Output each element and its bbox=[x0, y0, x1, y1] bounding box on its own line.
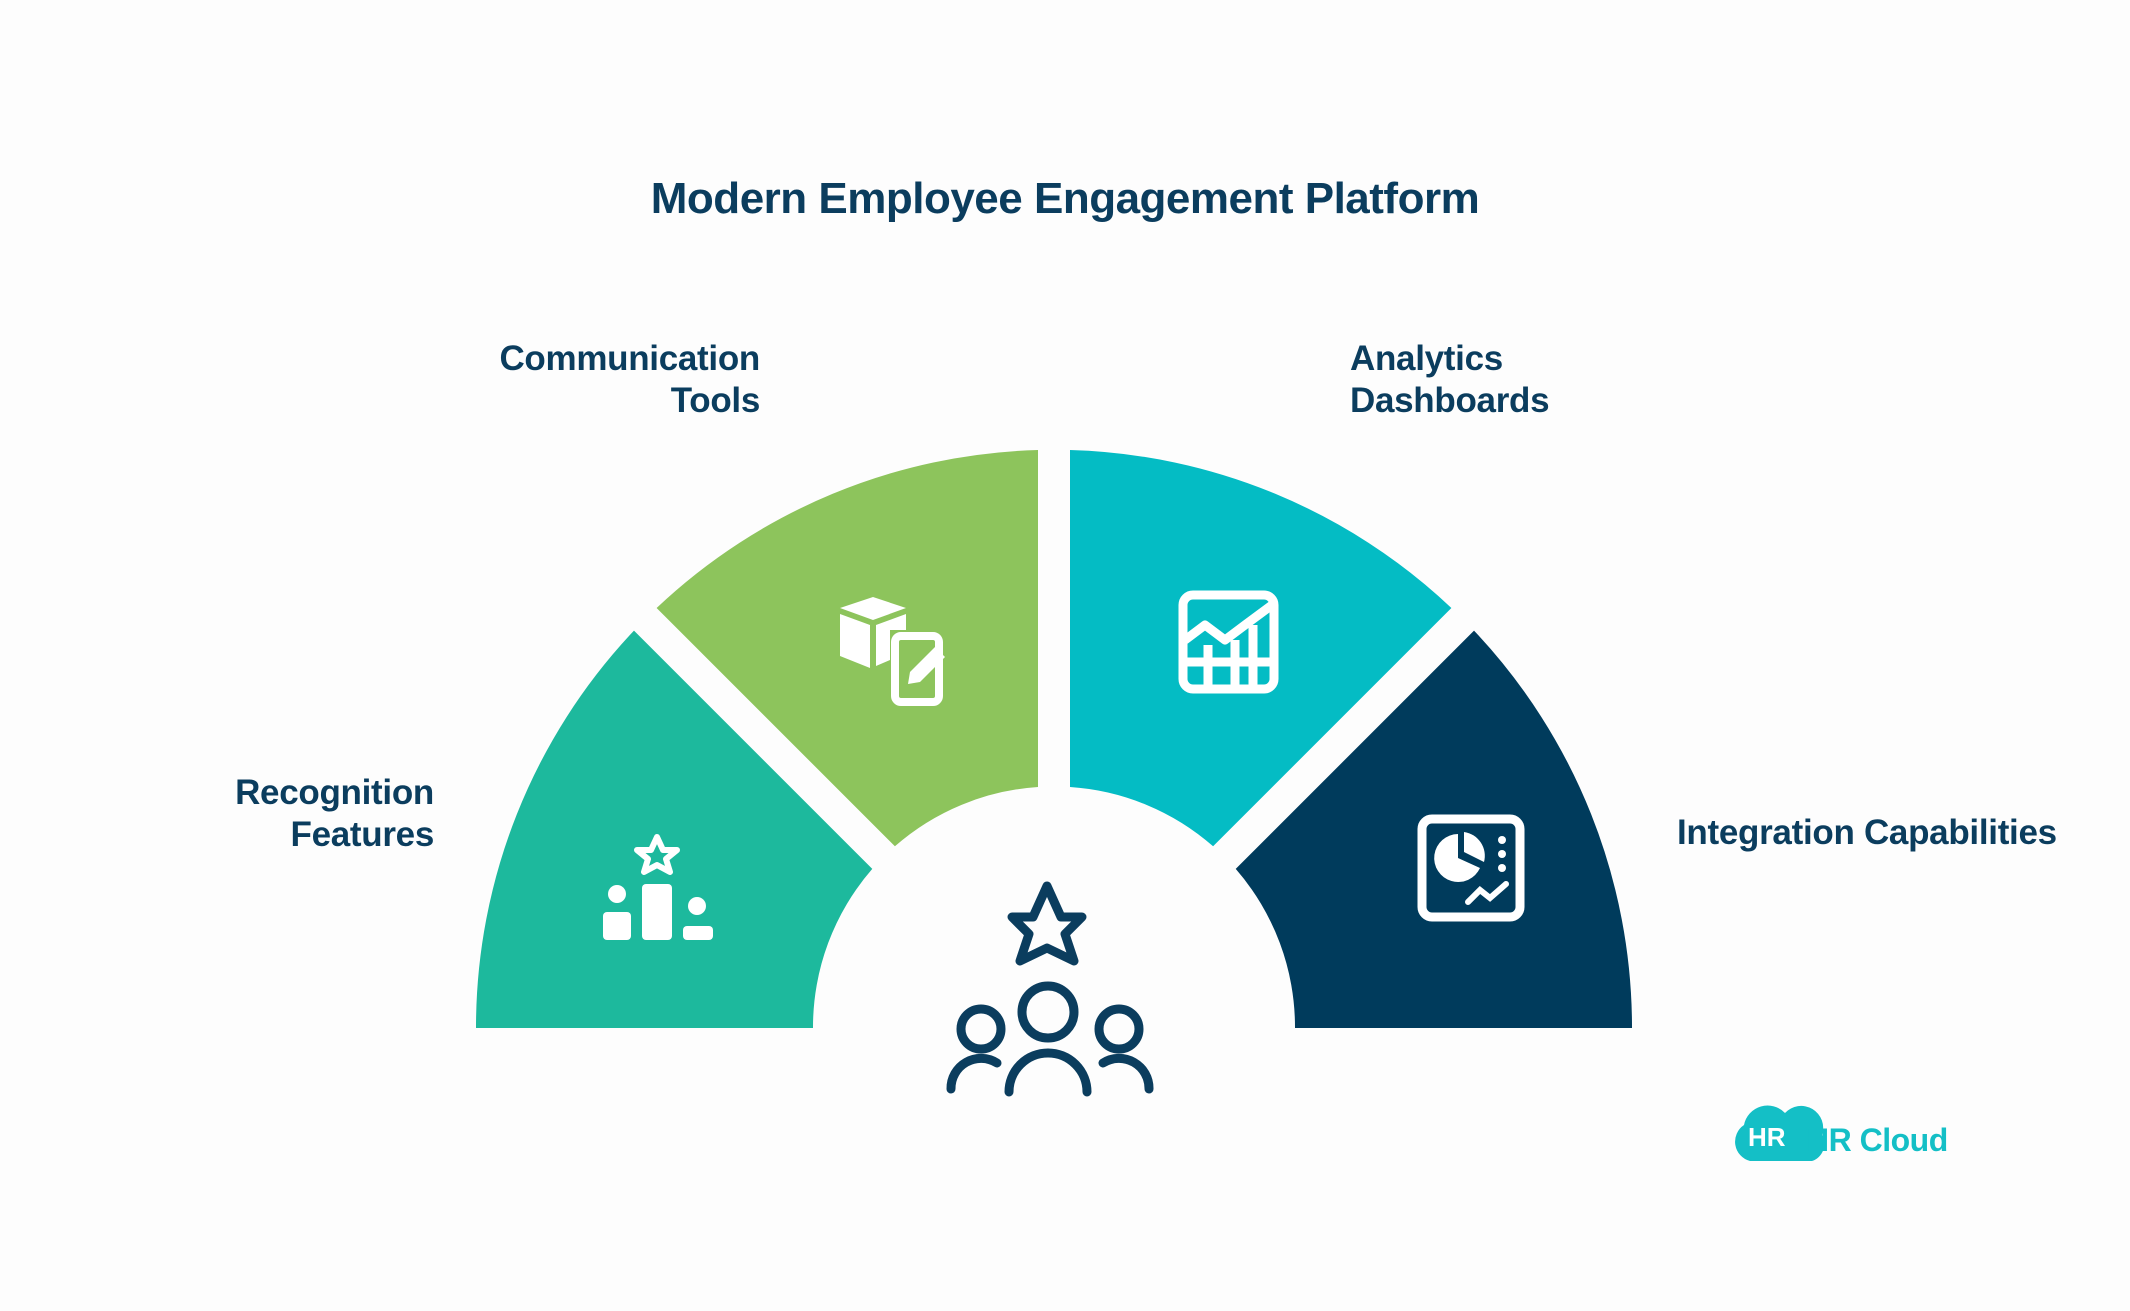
label-line: Tools bbox=[670, 381, 761, 420]
hr-cloud-logo-icon bbox=[1735, 1105, 1825, 1161]
label-line: Integration Capabilities bbox=[1677, 813, 2057, 852]
label-line: Communication bbox=[499, 339, 760, 378]
logo-text: HR Cloud bbox=[1806, 1122, 1948, 1158]
label-line: Analytics bbox=[1350, 339, 1503, 378]
team-star-icon bbox=[946, 881, 1154, 1097]
label-line: Dashboards bbox=[1350, 381, 1550, 420]
label-line: Recognition bbox=[235, 773, 434, 812]
podium-star-icon bbox=[603, 834, 713, 940]
label-communication-tools: Communication Tools bbox=[499, 338, 760, 422]
label-analytics-dashboards: Analytics Dashboards bbox=[1350, 338, 1550, 422]
chart-grid-icon bbox=[1178, 590, 1279, 694]
segment-analytics-dashboards bbox=[1070, 450, 1452, 847]
page-title: Modern Employee Engagement Platform bbox=[650, 174, 1480, 223]
segment-recognition-features bbox=[475, 630, 873, 1028]
box-tablet-edit-icon bbox=[840, 597, 945, 706]
label-recognition-features: Recognition Features bbox=[235, 772, 434, 856]
label-line: Features bbox=[290, 815, 435, 854]
label-integration-capabilities: Integration Capabilities bbox=[1677, 812, 2057, 854]
dashboard-pie-icon bbox=[1417, 814, 1525, 922]
segment-integration-capabilities bbox=[1235, 630, 1633, 1028]
logo-badge: HR bbox=[1748, 1122, 1786, 1152]
